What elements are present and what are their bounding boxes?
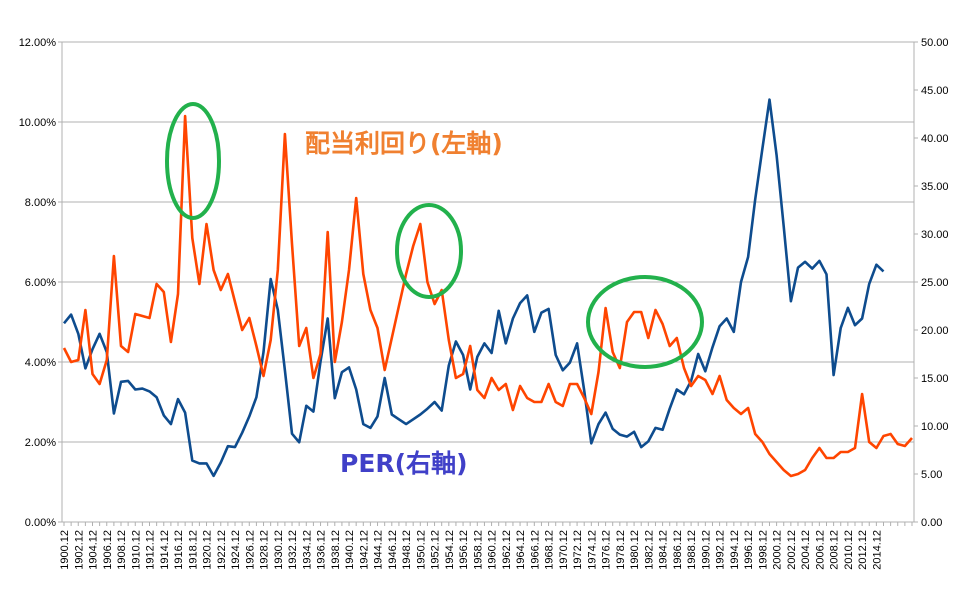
x-axis-tick-label: 1946.12 xyxy=(387,530,399,570)
dividend-yield-series-line xyxy=(62,114,913,478)
x-axis-tick-label: 1900.12 xyxy=(59,530,71,570)
x-axis-tick-label: 1942.12 xyxy=(358,530,370,570)
x-axis-tick-label: 1996.12 xyxy=(743,530,755,570)
x-axis-tick-label: 1920.12 xyxy=(202,530,214,570)
x-axis-tick-label: 1918.12 xyxy=(187,530,199,570)
x-axis-tick-label: 1964.12 xyxy=(515,530,527,570)
x-axis-tick-label: 1978.12 xyxy=(615,530,627,570)
x-axis-tick-label: 1958.12 xyxy=(472,530,484,570)
x-axis-tick-label: 1960.12 xyxy=(487,530,499,570)
right-axis-tick-label: 45.00 xyxy=(921,85,949,97)
right-axis-tick-label: 25.00 xyxy=(921,277,949,289)
x-axis-tick-label: 1992.12 xyxy=(715,530,727,570)
x-axis-tick-label: 1922.12 xyxy=(216,530,228,570)
x-axis-tick-label: 1956.12 xyxy=(458,530,470,570)
x-axis-tick-label: 1908.12 xyxy=(116,530,128,570)
left-axis-tick-label: 12.00% xyxy=(19,37,57,49)
left-axis-tick-label: 0.00% xyxy=(25,517,56,529)
x-axis-tick-label: 1932.12 xyxy=(287,530,299,570)
x-axis-tick-label: 1966.12 xyxy=(529,530,541,570)
highlight-ellipses xyxy=(165,102,704,369)
x-axis-tick-label: 1954.12 xyxy=(444,530,456,570)
x-axis-tick-label: 1988.12 xyxy=(686,530,698,570)
x-axis-tick-label: 1916.12 xyxy=(173,530,185,570)
x-axis-tick-label: 1906.12 xyxy=(102,530,114,570)
right-axis-tick-label: 15.00 xyxy=(921,373,949,385)
highlight-ellipse-1980 xyxy=(586,275,704,369)
highlight-ellipse-1918 xyxy=(165,102,221,220)
left-axis-tick-label: 6.00% xyxy=(25,277,56,289)
x-axis-tick-label: 1936.12 xyxy=(316,530,328,570)
x-axis-tick-label: 1928.12 xyxy=(259,530,271,570)
x-axis-ticks: 1900.12 1902.12 1904.12 1906.12 1908.12 1910.… xyxy=(59,522,913,570)
x-axis-tick-label: 1980.12 xyxy=(629,530,641,570)
x-axis-tick-label: 2014.12 xyxy=(871,530,883,570)
highlight-ellipse-1950 xyxy=(395,203,463,299)
dividend-yield-annotation: 配当利回り(左軸) xyxy=(305,129,503,158)
x-axis-tick-label: 2006.12 xyxy=(814,530,826,570)
left-axis-tick-label: 10.00% xyxy=(19,117,57,129)
x-axis-tick-label: 1994.12 xyxy=(729,530,741,570)
left-axis-tick-label: 4.00% xyxy=(25,357,56,369)
x-axis-tick-label: 1938.12 xyxy=(330,530,342,570)
x-axis-tick-label: 1924.12 xyxy=(230,530,242,570)
gridlines xyxy=(62,41,914,443)
x-axis-tick-label: 2000.12 xyxy=(772,530,784,570)
left-axis-tick-label: 2.00% xyxy=(25,437,56,449)
x-axis-tick-label: 1940.12 xyxy=(344,530,356,570)
right-axis-tick-label: 40.00 xyxy=(921,133,949,145)
x-axis-tick-label: 1912.12 xyxy=(145,530,157,570)
x-axis-tick-label: 1962.12 xyxy=(501,530,513,570)
x-axis-tick-label: 1976.12 xyxy=(601,530,613,570)
x-axis-tick-label: 1974.12 xyxy=(586,530,598,570)
right-axis-tick-label: 20.00 xyxy=(921,325,949,337)
x-axis-tick-label: 1968.12 xyxy=(544,530,556,570)
right-axis-tick-label: 0.00 xyxy=(921,517,942,529)
right-axis-tick-label: 5.00 xyxy=(921,469,942,481)
x-axis-tick-label: 1910.12 xyxy=(130,530,142,570)
right-axis-tick-label: 35.00 xyxy=(921,181,949,193)
x-axis-tick-label: 1990.12 xyxy=(700,530,712,570)
x-axis-tick-label: 1926.12 xyxy=(244,530,256,570)
x-axis-tick-label: 1952.12 xyxy=(430,530,442,570)
x-axis-tick-label: 1914.12 xyxy=(159,530,171,570)
x-axis-tick-label: 1970.12 xyxy=(558,530,570,570)
left-axis-ticks: 0.00% 2.00% 4.00% 6.00% 8.00% 10.00% 12.00% xyxy=(19,37,62,529)
x-axis-tick-label: 2008.12 xyxy=(829,530,841,570)
x-axis-tick-label: 1904.12 xyxy=(88,530,100,570)
right-axis-tick-label: 50.00 xyxy=(921,37,949,49)
right-axis-tick-label: 10.00 xyxy=(921,421,949,433)
x-axis-tick-label: 1982.12 xyxy=(643,530,655,570)
x-axis-tick-label: 1986.12 xyxy=(672,530,684,570)
x-axis-tick-label: 2004.12 xyxy=(800,530,812,570)
right-axis-tick-label: 30.00 xyxy=(921,229,949,241)
x-axis-tick-label: 1934.12 xyxy=(301,530,313,570)
x-axis-tick-label: 2002.12 xyxy=(786,530,798,570)
per-annotation: PER(右軸) xyxy=(340,449,468,478)
x-axis-tick-label: 1902.12 xyxy=(73,530,85,570)
x-axis-tick-label: 1950.12 xyxy=(415,530,427,570)
x-axis-tick-label: 1944.12 xyxy=(373,530,385,570)
x-axis-tick-label: 1998.12 xyxy=(757,530,769,570)
x-axis-tick-label: 1972.12 xyxy=(572,530,584,570)
x-axis-tick-label: 1984.12 xyxy=(658,530,670,570)
x-axis-tick-label: 1930.12 xyxy=(273,530,285,570)
x-axis-tick-label: 2012.12 xyxy=(857,530,869,570)
right-axis-ticks: 0.00 5.00 10.00 15.00 20.00 25.00 30.00 35.00 40… xyxy=(914,37,949,529)
x-axis-tick-label: 2010.12 xyxy=(843,530,855,570)
left-axis-tick-label: 8.00% xyxy=(25,197,56,209)
x-axis-tick-label: 1948.12 xyxy=(401,530,413,570)
